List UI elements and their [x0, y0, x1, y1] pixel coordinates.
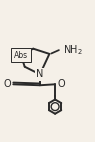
Text: O: O	[3, 79, 11, 89]
Text: O: O	[57, 79, 65, 89]
Text: NH$_2$: NH$_2$	[63, 43, 83, 57]
Text: N: N	[36, 69, 44, 79]
Text: Abs: Abs	[14, 51, 28, 60]
